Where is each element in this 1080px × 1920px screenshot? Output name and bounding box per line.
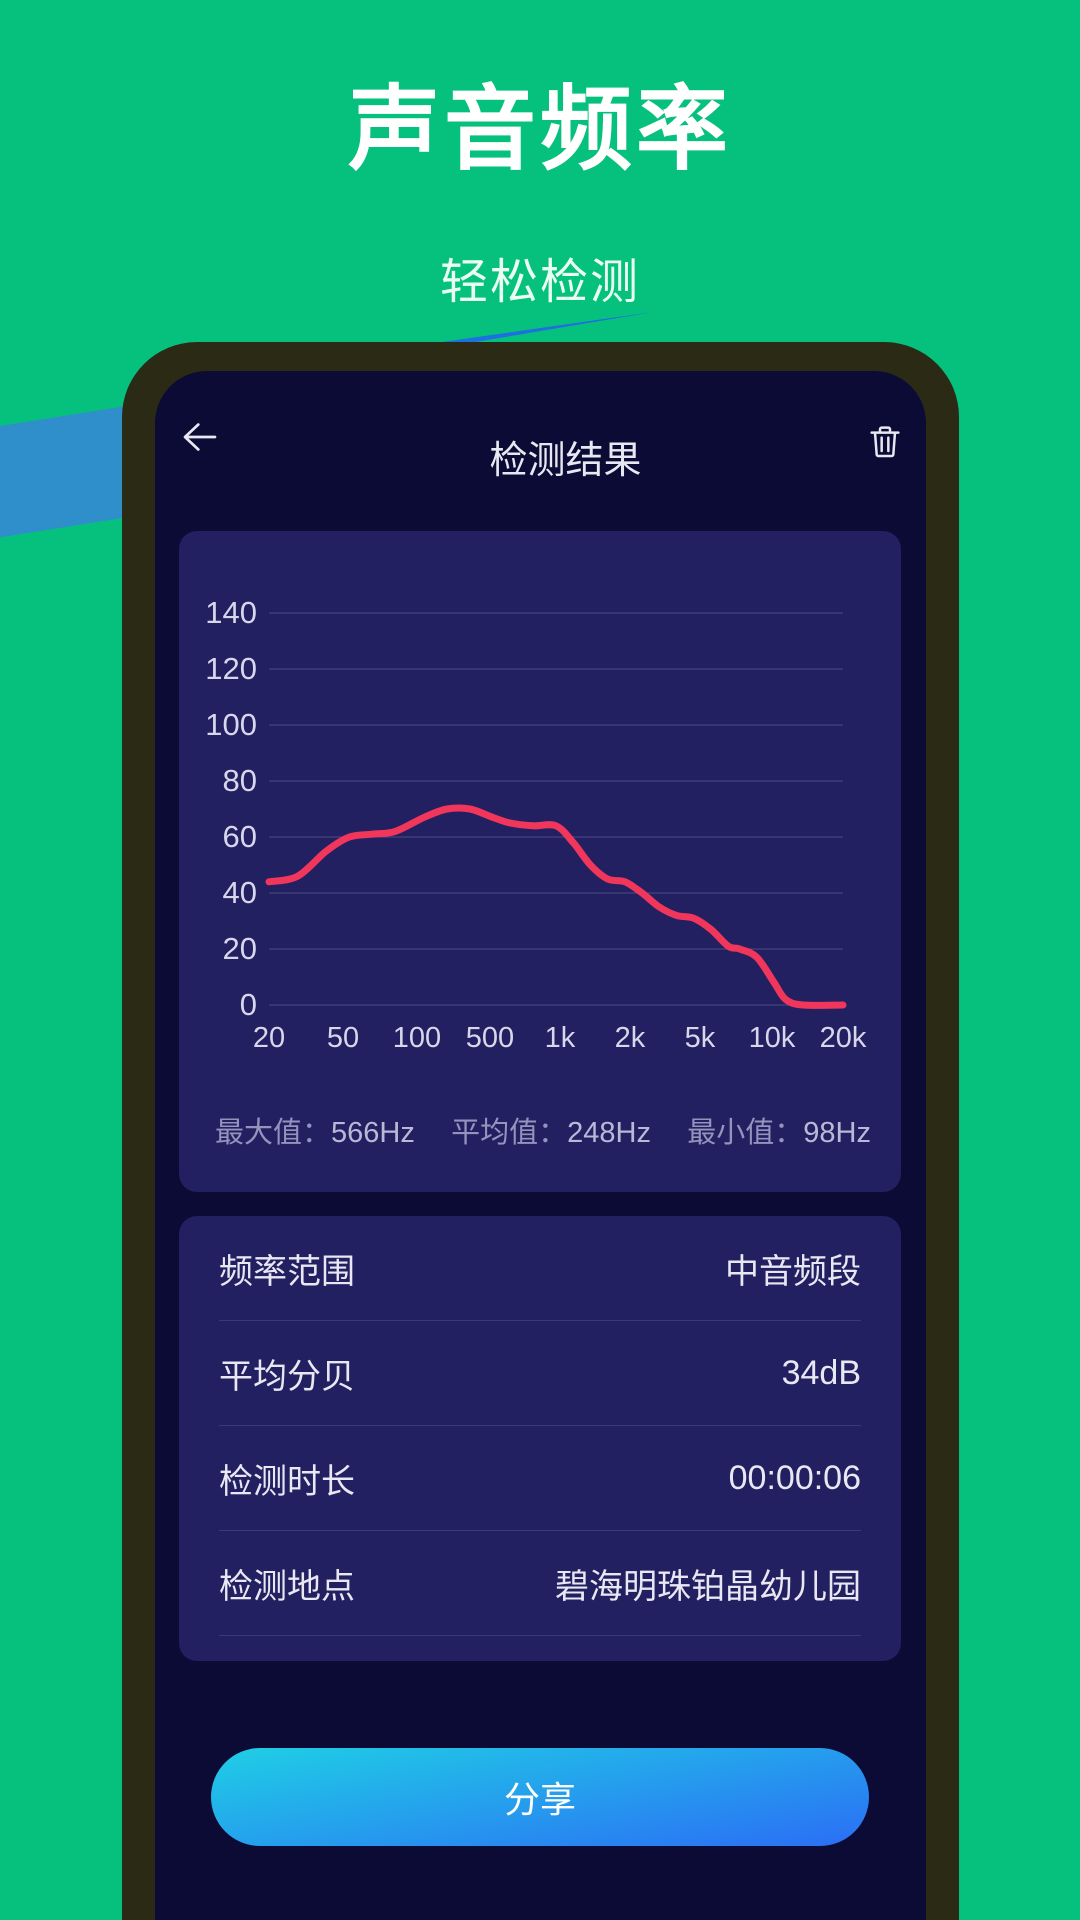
svg-text:0: 0 xyxy=(240,987,257,1022)
svg-text:40: 40 xyxy=(223,875,257,910)
svg-text:1k: 1k xyxy=(545,1022,576,1054)
svg-text:5k: 5k xyxy=(685,1022,716,1054)
svg-text:50: 50 xyxy=(327,1022,359,1054)
svg-text:60: 60 xyxy=(223,819,257,854)
svg-text:80: 80 xyxy=(223,763,257,798)
svg-text:2k: 2k xyxy=(615,1022,646,1054)
svg-text:140: 140 xyxy=(205,595,257,630)
svg-text:100: 100 xyxy=(393,1022,441,1054)
svg-text:20: 20 xyxy=(253,1022,285,1054)
svg-text:20: 20 xyxy=(223,931,257,966)
svg-text:500: 500 xyxy=(466,1022,514,1054)
svg-text:100: 100 xyxy=(205,707,257,742)
svg-text:10k: 10k xyxy=(749,1022,796,1054)
svg-text:20k: 20k xyxy=(820,1022,867,1054)
svg-text:120: 120 xyxy=(205,651,257,686)
